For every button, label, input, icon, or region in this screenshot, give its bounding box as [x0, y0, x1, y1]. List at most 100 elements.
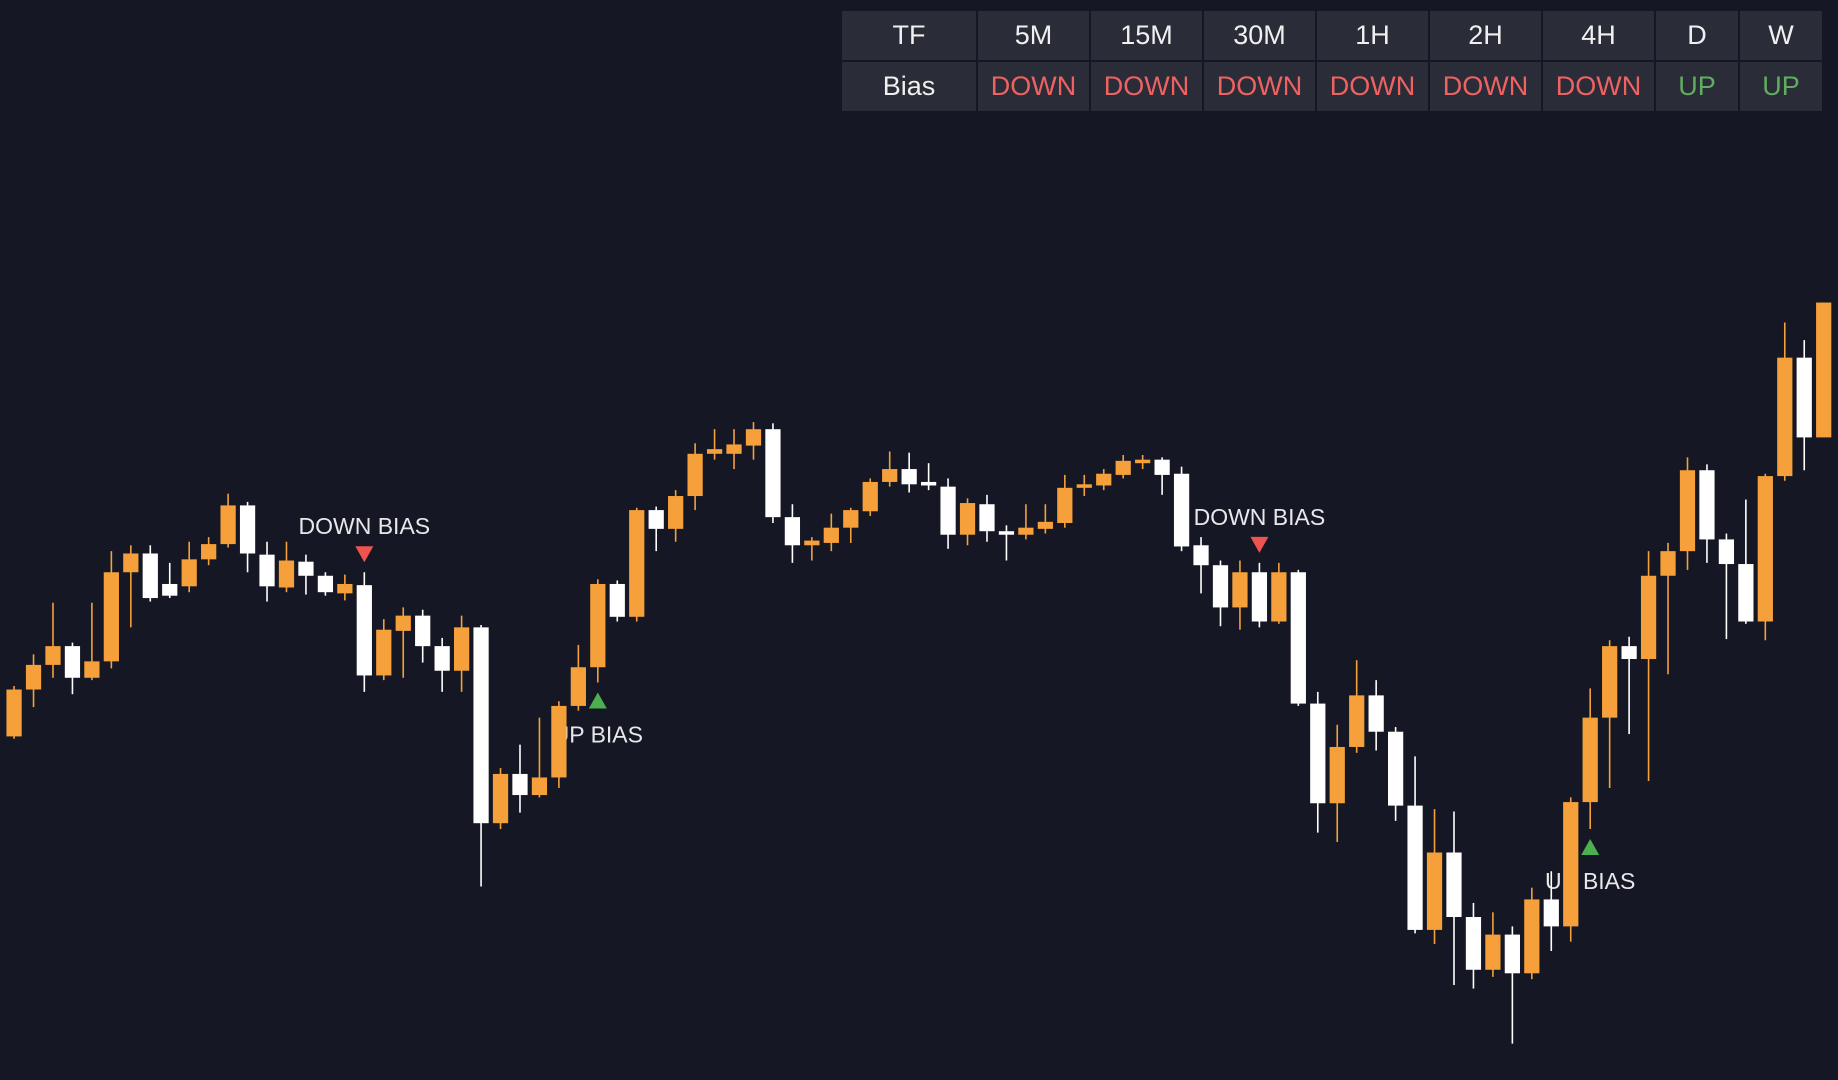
table-cell: W [1738, 9, 1824, 62]
table-cell: DOWN [1315, 60, 1430, 113]
table-cell: 30M [1202, 9, 1317, 62]
candle-body [1349, 695, 1365, 747]
candle-body [1173, 473, 1190, 547]
candle-body [940, 486, 956, 535]
candle-body [45, 646, 61, 665]
candle-body [901, 469, 917, 485]
table-cell: UP [1654, 60, 1740, 113]
candle-body [1135, 459, 1151, 464]
candle-body [668, 496, 684, 529]
candle-body [804, 540, 820, 546]
candle-body [317, 575, 334, 593]
candle-body [356, 585, 372, 676]
candle-body [823, 527, 839, 543]
candle-body [862, 481, 878, 512]
candle-body [784, 517, 801, 546]
candle-body [1037, 521, 1053, 529]
candle-body [64, 646, 81, 678]
candle-body [1485, 934, 1501, 970]
candle-body [181, 559, 197, 587]
candle-body [1387, 731, 1404, 806]
candle-body [1232, 572, 1248, 608]
candle-body [1251, 572, 1268, 622]
candle-body [765, 429, 781, 518]
candle-body [687, 453, 703, 497]
candle-body [298, 561, 314, 576]
candle-body [648, 510, 664, 529]
candle-body [1718, 539, 1735, 565]
candle-body [1426, 852, 1443, 930]
candle-body [278, 560, 295, 588]
candle-body [629, 510, 645, 617]
candle-body [25, 664, 42, 690]
candle-body [1777, 357, 1793, 477]
candle-body [920, 481, 937, 486]
candle-body [1096, 473, 1112, 486]
candle-body [201, 544, 217, 560]
candle-body [609, 583, 625, 617]
candle-body [551, 705, 567, 778]
candle-body [239, 505, 256, 554]
table-cell: 1H [1315, 9, 1430, 62]
candle-body [1193, 545, 1209, 566]
table-cell: 5M [976, 9, 1091, 62]
table-cell: Bias [840, 60, 978, 113]
table-cell: D [1654, 9, 1740, 62]
candle-body [1271, 572, 1287, 622]
candle-body [259, 554, 275, 587]
bias-marker [1250, 536, 1269, 553]
candle-body [1621, 646, 1637, 660]
bias-marker [355, 546, 374, 563]
candle-body [1524, 899, 1540, 974]
candle-body [959, 503, 976, 535]
bias-label: DOWN BIAS [299, 513, 431, 539]
table-cell: UP [1738, 60, 1824, 113]
candle-body [337, 583, 353, 594]
candle-body [1699, 470, 1715, 540]
candle-body [843, 510, 859, 528]
candle-body [745, 429, 762, 446]
table-cell: 4H [1541, 9, 1656, 62]
candle-body [395, 615, 411, 631]
bias-marker [1581, 839, 1600, 856]
candle-body [1446, 852, 1462, 918]
candle-body [726, 444, 742, 454]
candle-body [1504, 934, 1520, 974]
candle-body [882, 469, 898, 482]
candle-body [1076, 484, 1092, 488]
bias-label: DOWN BIAS [1194, 504, 1326, 530]
candle-body [998, 531, 1015, 535]
candle-body [1465, 917, 1482, 970]
bias-label: UP BIAS [1545, 868, 1635, 894]
candle-body [1329, 746, 1345, 804]
candle-body [1018, 527, 1034, 535]
table-cell: TF [840, 9, 978, 62]
candle-body [376, 629, 392, 676]
candle-body [142, 553, 158, 599]
candle-body [706, 449, 723, 454]
candle-body [220, 505, 236, 545]
candle-body [1407, 805, 1423, 930]
candle-body [1679, 470, 1696, 552]
candle-body [590, 583, 606, 668]
candle-body [1816, 302, 1832, 438]
candle-body [979, 504, 995, 532]
table-cell: 2H [1428, 9, 1543, 62]
candle-body [84, 661, 100, 678]
candle-body [1310, 703, 1326, 804]
candle-body [531, 777, 548, 796]
candle-body [162, 583, 178, 596]
candle-body [1368, 695, 1384, 732]
table-row: TF 5M 15M 30M 1H 2H 4H D W [840, 9, 1824, 62]
candle-body [6, 689, 22, 737]
candle-body [570, 667, 586, 706]
candle-body [1057, 487, 1073, 523]
candle-body [1563, 802, 1579, 927]
table-cell: DOWN [1202, 60, 1317, 113]
candle-body [1212, 565, 1229, 608]
candle-body [123, 553, 139, 573]
bias-table: TF 5M 15M 30M 1H 2H 4H D W Bias DOWN DOWN DOWN DOWN DO… [840, 9, 1824, 113]
candle-body [473, 627, 489, 824]
